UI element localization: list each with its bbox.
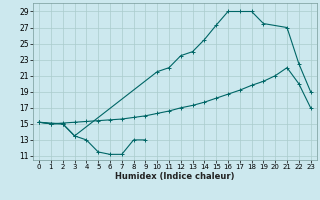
X-axis label: Humidex (Indice chaleur): Humidex (Indice chaleur) (115, 172, 235, 181)
